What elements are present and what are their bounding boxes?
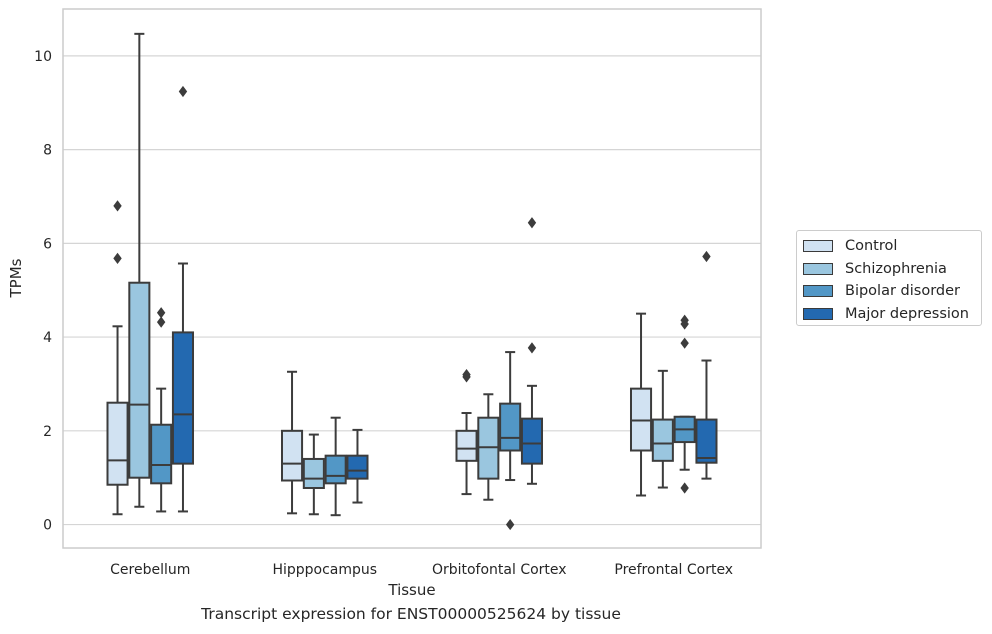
x-tick-labels: Cerebellum Hipppocampus Orbitofontal Corte…: [110, 562, 733, 578]
legend-swatch: [803, 262, 833, 275]
outlier-point: [113, 200, 122, 212]
box-iqr: [106, 401, 129, 486]
box-control: [629, 312, 653, 497]
box-iqr: [128, 281, 151, 479]
box-iqr: [324, 454, 347, 485]
outlier-point: [702, 250, 711, 263]
y-tick-label: 10: [34, 49, 52, 65]
plot-area-frame: [62, 8, 762, 549]
legend-item: Bipolar disorder: [803, 280, 981, 303]
legend-label: Control: [845, 238, 898, 255]
outlier-point: [527, 217, 537, 229]
legend-swatch: [803, 307, 833, 320]
legend-item: Major depression: [803, 303, 981, 326]
outlier-point: [680, 337, 689, 349]
y-tick-label: 4: [43, 330, 52, 346]
box-iqr: [346, 454, 369, 480]
box-control: [106, 200, 129, 516]
box-major-depression: [520, 217, 544, 485]
y-tick-labels: 0 2 4 6 8 10: [34, 49, 52, 534]
box-schizophrenia: [477, 393, 500, 501]
box-bipolar-disorder: [673, 314, 696, 494]
box-major-depression: [171, 85, 195, 513]
box-iqr: [455, 429, 478, 462]
outlier-point: [680, 314, 689, 326]
outlier-point: [156, 316, 166, 328]
legend-item: Schizophrenia: [803, 258, 981, 281]
box-major-depression: [695, 250, 718, 480]
box-iqr: [499, 402, 522, 452]
box-schizophrenia: [651, 369, 674, 489]
box-control: [280, 370, 304, 515]
legend-swatch: [803, 240, 833, 253]
box-iqr: [302, 457, 325, 490]
legend-label: Schizophrenia: [845, 260, 947, 277]
outlier-point: [462, 368, 471, 381]
x-tick-label: Orbitofontal Cortex: [432, 562, 567, 578]
y-tick-label: 8: [43, 143, 52, 159]
y-tick-label: 0: [43, 518, 52, 534]
y-tick-label: 2: [43, 424, 52, 440]
box-iqr: [171, 331, 195, 465]
x-tick-label: Cerebellum: [110, 562, 190, 578]
chart-caption: Transcript expression for ENST0000052562…: [201, 605, 621, 623]
box-bipolar-disorder: [324, 416, 347, 517]
legend-item: Control: [803, 235, 981, 258]
box-iqr: [280, 429, 304, 482]
outlier-point: [505, 518, 515, 531]
box-major-depression: [346, 428, 369, 504]
box-iqr: [695, 418, 718, 464]
outlier-point: [113, 252, 122, 264]
box-groups: [106, 32, 718, 531]
outlier-point: [156, 307, 166, 319]
x-tick-label: Prefrontal Cortex: [614, 562, 733, 578]
box-schizophrenia: [302, 433, 325, 516]
legend: Control Schizophrenia Bipolar disorder Majo…: [796, 230, 982, 326]
box-bipolar-disorder: [499, 351, 522, 531]
box-schizophrenia: [128, 32, 151, 508]
y-tick-label: 6: [43, 236, 52, 252]
x-tick-label: Hipppocampus: [272, 562, 377, 578]
box-bipolar-disorder: [150, 307, 173, 513]
outlier-point: [178, 85, 188, 98]
legend-label: Major depression: [845, 305, 969, 322]
outlier-point: [527, 342, 537, 354]
box-iqr: [520, 417, 544, 465]
outlier-point: [680, 482, 689, 494]
legend-swatch: [803, 285, 833, 298]
x-axis-title: Tissue: [387, 581, 435, 599]
box-iqr: [651, 418, 674, 462]
legend-label: Bipolar disorder: [845, 283, 960, 300]
box-control: [455, 368, 478, 496]
box-iqr: [150, 423, 173, 485]
y-axis-title: TPMs: [7, 258, 25, 298]
